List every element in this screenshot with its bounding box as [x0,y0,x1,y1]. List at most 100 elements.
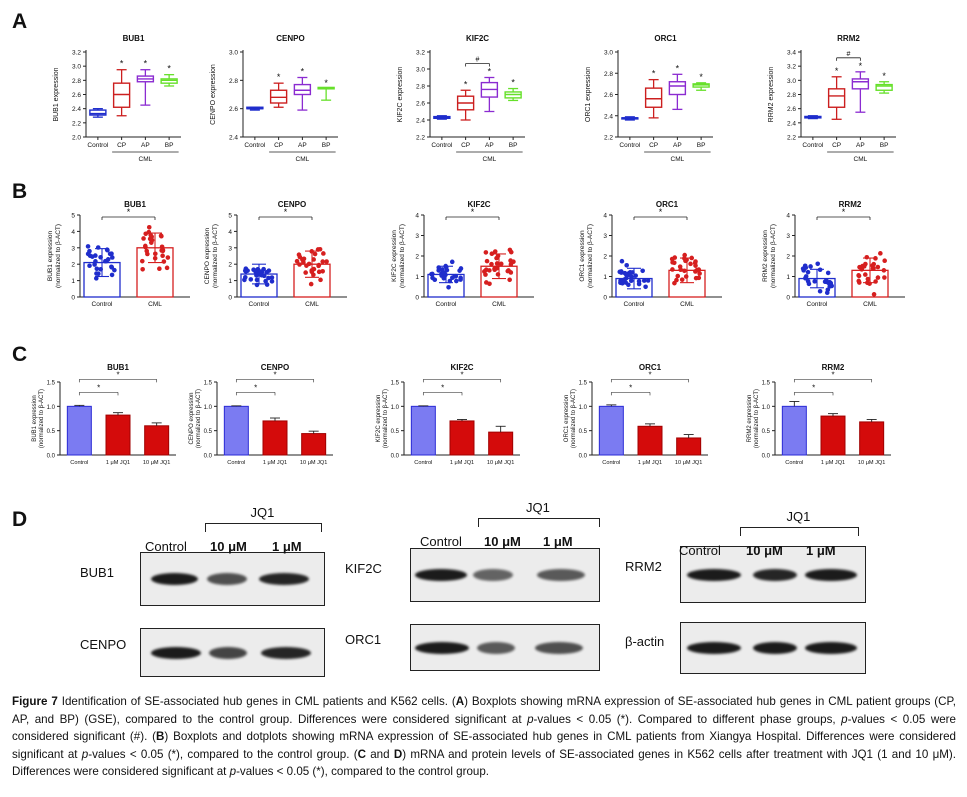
lane-label: Control [420,534,462,549]
x-tick-label: 10 μM JQ1 [858,460,885,466]
y-tick-label: 5 [71,213,75,220]
data-point [489,251,495,256]
protein-band [805,642,857,654]
y-tick-label: 2.8 [787,92,796,99]
data-point [452,274,457,279]
bar [598,405,624,456]
data-point [321,251,326,256]
y-tick-label: 1.0 [391,405,400,411]
protein-band [259,573,309,585]
data-point [508,262,514,267]
caption-p: p [229,765,237,779]
significance-star: * [167,64,171,74]
data-point [320,259,325,264]
significance-star: * [859,61,863,71]
y-tick-label: 0.0 [204,454,213,460]
data-point [805,278,811,284]
box [644,87,663,108]
y-axis-label: RRM2 expression [768,67,775,123]
y-tick-label: 1.0 [204,405,213,411]
protein-band [753,642,797,654]
significance-star: * [629,383,632,392]
blot-membrane [410,624,600,671]
data-point [449,259,455,265]
y-axis-label: ORC1 expression [564,395,570,442]
x-tick-label: BP [880,142,889,149]
y-tick-label: 2.0 [72,135,81,142]
x-tick-label: 10 μM JQ1 [675,460,702,466]
data-point [148,240,154,245]
data-point [159,233,164,239]
data-point [264,270,269,275]
y-tick-label: 1 [603,274,607,281]
significance-star: * [511,78,515,88]
panel-letter-a: A [12,10,28,33]
data-point [165,255,171,260]
y-axis-label: ORC1 expression [579,230,586,282]
y-tick-label: 2.2 [604,135,613,142]
data-point [675,273,681,279]
data-point [823,278,829,283]
y-axis-label: RRM2 expression [762,230,769,282]
lane-label: 1 μM [543,534,573,549]
y-tick-label: 2.6 [229,106,238,113]
data-point [689,255,695,261]
blot-membrane [140,552,325,606]
x-tick-label: BP [165,142,174,149]
protein-band [151,646,201,659]
y-tick-label: 0 [415,295,419,302]
protein-label: KIF2C [345,561,382,576]
y-tick-label: 2.8 [604,71,613,78]
protein-band [753,568,797,581]
x-tick-label: CP [274,142,283,149]
data-point [875,275,881,280]
y-tick-label: 3 [71,245,75,252]
data-point [693,263,698,268]
caption-p: p [527,712,534,726]
significance-star: * [464,79,468,89]
significance-star: * [301,67,305,77]
x-tick-label: CP [649,142,658,149]
data-point [139,258,145,264]
x-tick-label: Control [87,142,109,149]
data-point [622,277,627,282]
significance-star: * [144,59,148,69]
data-point [882,275,887,280]
caption-text: ) Boxplots showing mRNA expression of SE… [12,695,956,726]
bar [781,405,807,456]
box [668,81,687,96]
protein-band [209,646,247,659]
chart-title: KIF2C [467,200,490,209]
data-point [483,272,488,277]
data-point [454,278,459,284]
y-tick-label: 0.5 [762,429,771,435]
significance-hash: # [476,57,480,64]
data-point [440,267,445,272]
data-point [626,282,631,288]
data-point [620,280,625,286]
data-point [508,270,514,275]
x-tick-label: BP [509,142,518,149]
chart-title: KIF2C [466,34,489,43]
data-point [641,278,647,283]
data-point [494,255,499,261]
chart-title: RRM2 [822,363,845,372]
data-point [684,257,689,263]
y-tick-label: 2 [786,254,790,261]
bar [488,431,514,456]
caption-text: -values < 0.05 (*), compared to the cont… [88,747,358,761]
chart-title: BUB1 [107,363,129,372]
x-tick-label: 1 μM JQ1 [450,460,474,466]
protein-band [207,573,247,585]
group-label: CML [671,156,685,163]
data-point [862,272,868,277]
data-point [301,256,307,262]
data-point [144,248,150,254]
y-axis-label: (normalized to β-ACT) [399,224,406,288]
x-tick-label: CML [492,301,506,308]
treatment-bracket [205,523,322,532]
y-axis-label: (normalized to β-ACT) [587,224,594,288]
y-tick-label: 3.0 [229,50,238,57]
caption-ref-a: A [455,695,465,708]
protein-label: RRM2 [625,559,662,574]
